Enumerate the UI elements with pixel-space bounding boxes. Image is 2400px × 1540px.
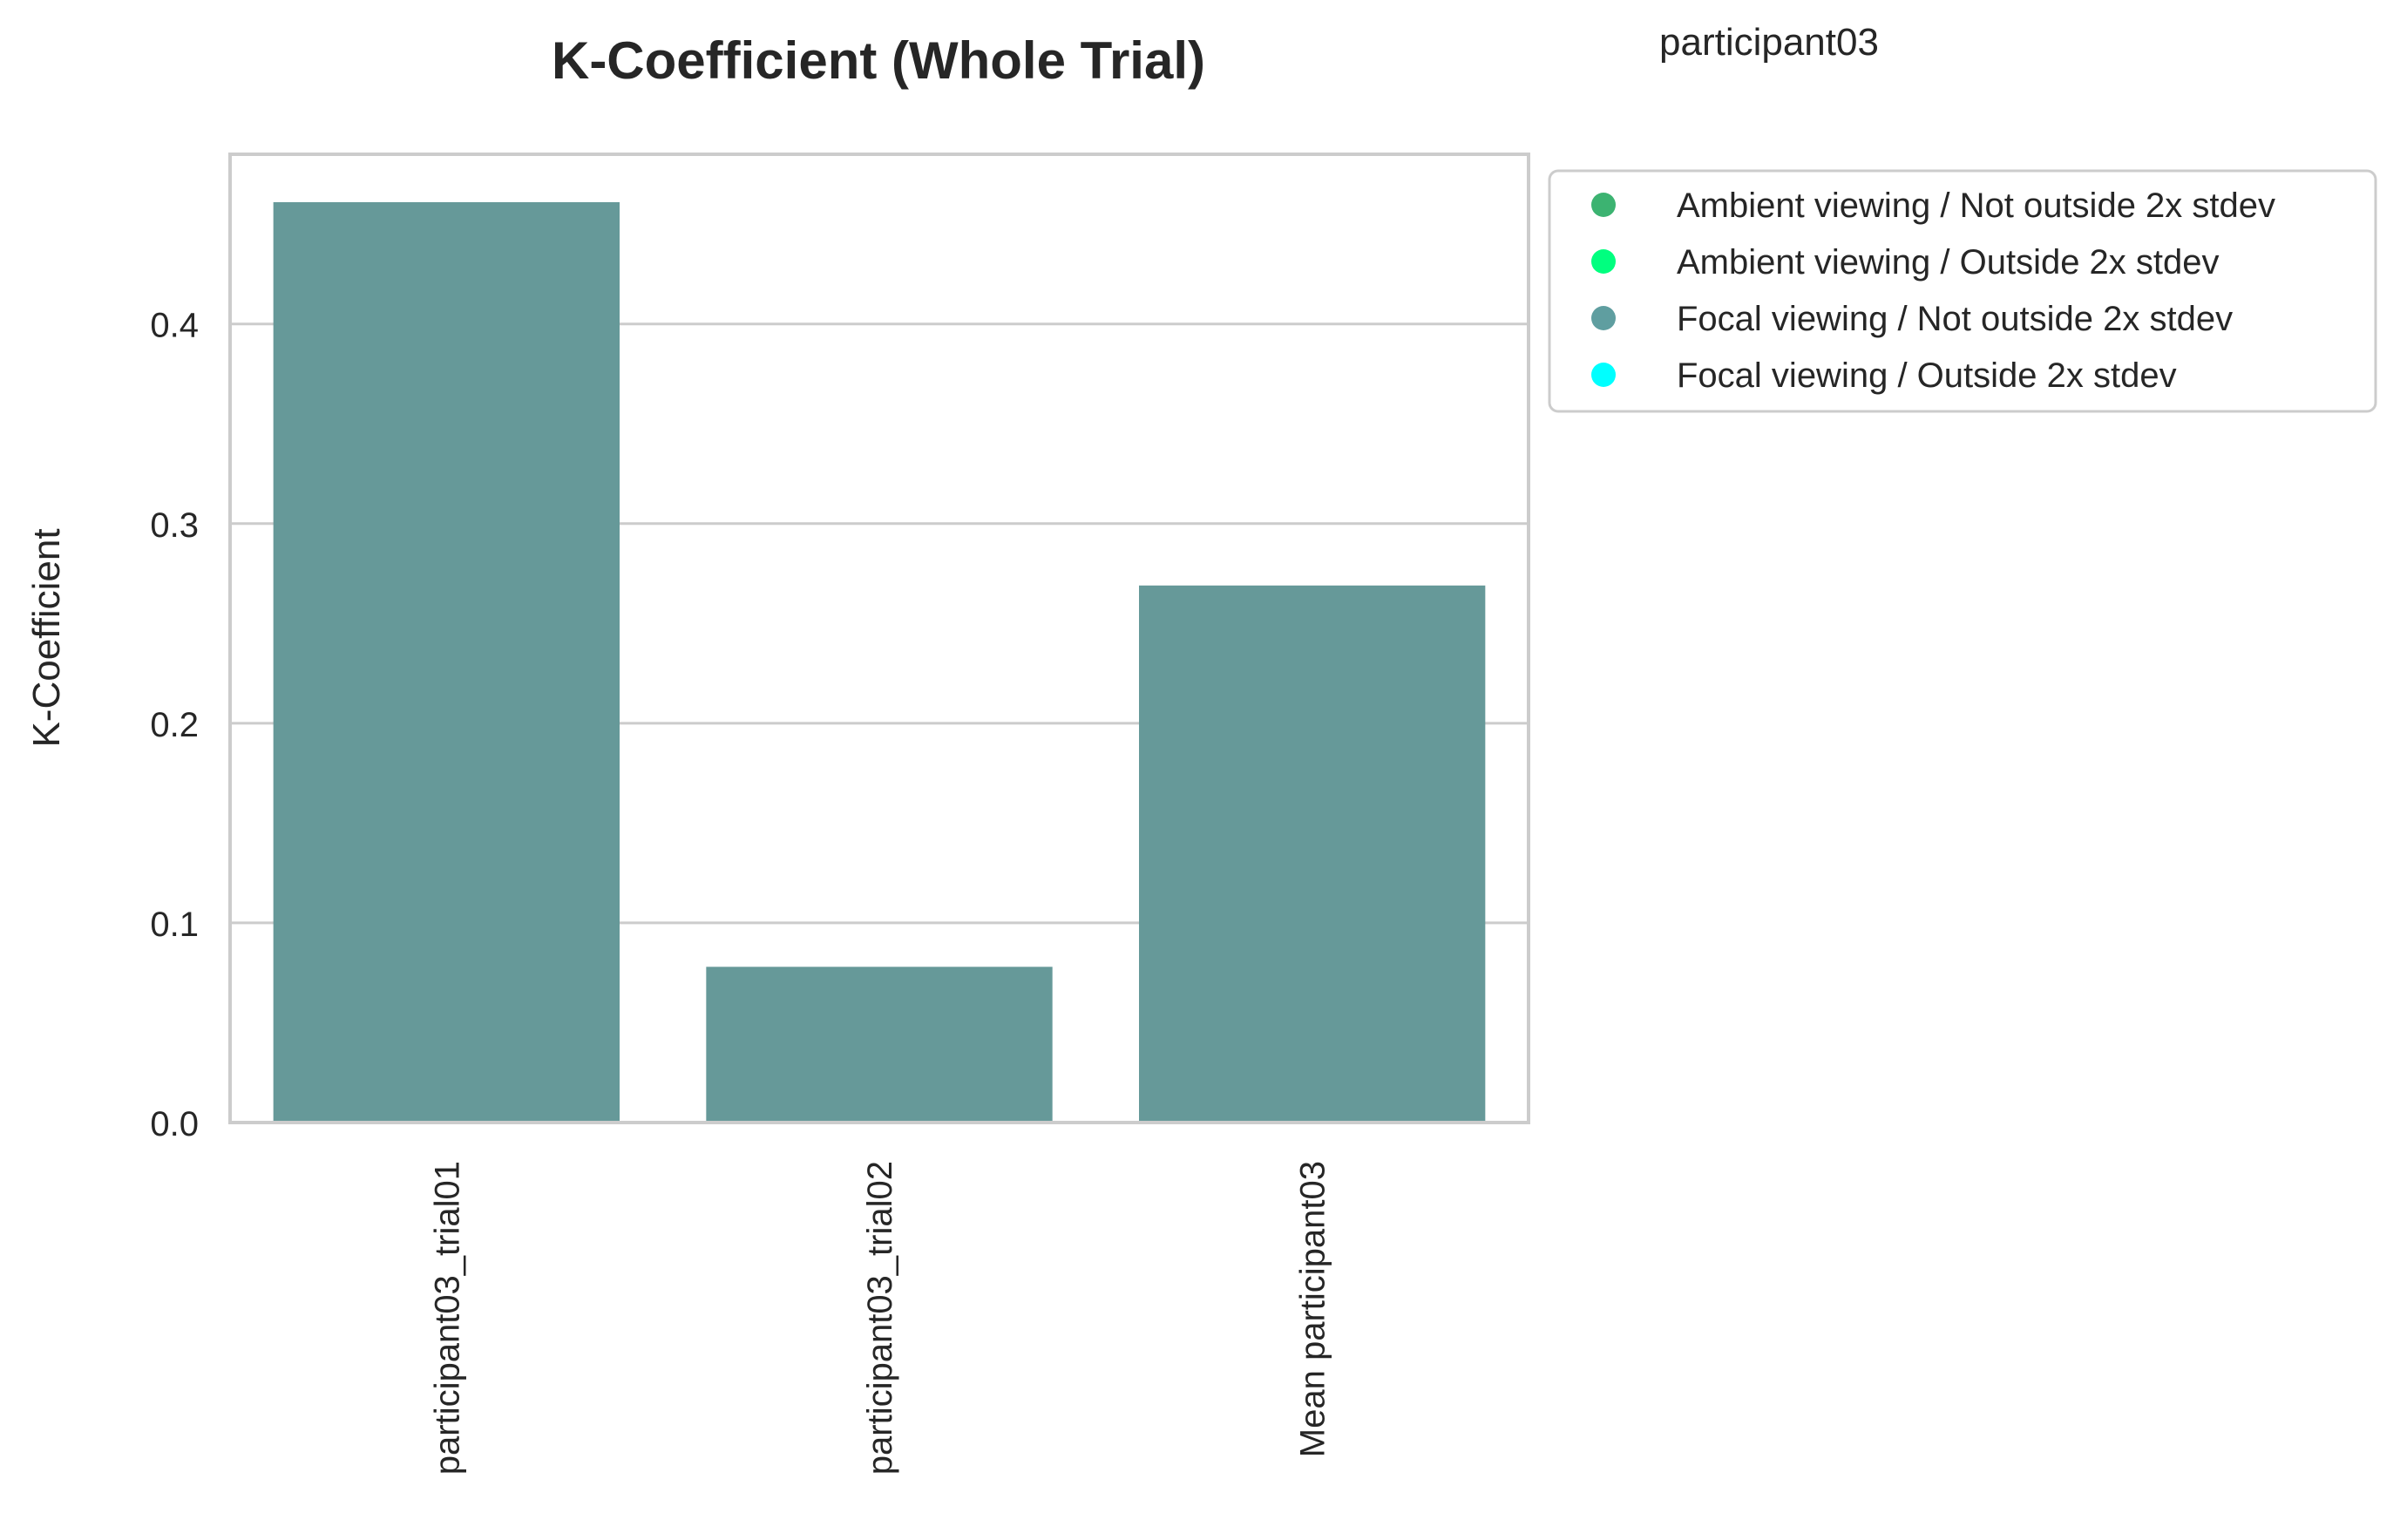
y-tick-label: 0.1 xyxy=(150,906,199,944)
bar xyxy=(273,201,620,1123)
bar xyxy=(1139,585,1486,1123)
legend-label: Focal viewing / Outside 2x stdev xyxy=(1677,356,2177,395)
x-tick-label: participant03_trial01 xyxy=(428,1161,466,1475)
legend-marker xyxy=(1591,306,1616,330)
legend-marker xyxy=(1591,363,1616,387)
x-tick-labels: participant03_trial01 participant03_trial… xyxy=(428,1161,1332,1475)
bar xyxy=(706,967,1053,1123)
chart-subtitle: participant03 xyxy=(1659,21,1879,64)
legend: Ambient viewing / Not outside 2x stdev Am… xyxy=(1548,169,2377,413)
bars xyxy=(273,201,1486,1123)
y-tick-labels: 0.0 0.1 0.2 0.3 0.4 xyxy=(150,307,199,1143)
x-tick-label: participant03_trial02 xyxy=(861,1161,899,1475)
legend-frame xyxy=(1548,169,2377,413)
legend-marker xyxy=(1591,249,1616,274)
y-tick-label: 0.4 xyxy=(150,307,199,345)
legend-label: Ambient viewing / Outside 2x stdev xyxy=(1677,243,2220,282)
x-tick-label: Mean participant03 xyxy=(1294,1161,1332,1457)
legend-label: Ambient viewing / Not outside 2x stdev xyxy=(1677,187,2275,225)
y-tick-label: 0.3 xyxy=(150,506,199,545)
y-axis-label: K-Coefficient xyxy=(25,528,68,747)
legend-label: Focal viewing / Not outside 2x stdev xyxy=(1677,300,2233,338)
y-tick-label: 0.2 xyxy=(150,706,199,744)
y-tick-label: 0.0 xyxy=(150,1105,199,1143)
plot-frame xyxy=(228,153,1530,1124)
chart-title: K-Coefficient (Whole Trial) xyxy=(552,31,1205,90)
legend-marker xyxy=(1591,193,1616,217)
